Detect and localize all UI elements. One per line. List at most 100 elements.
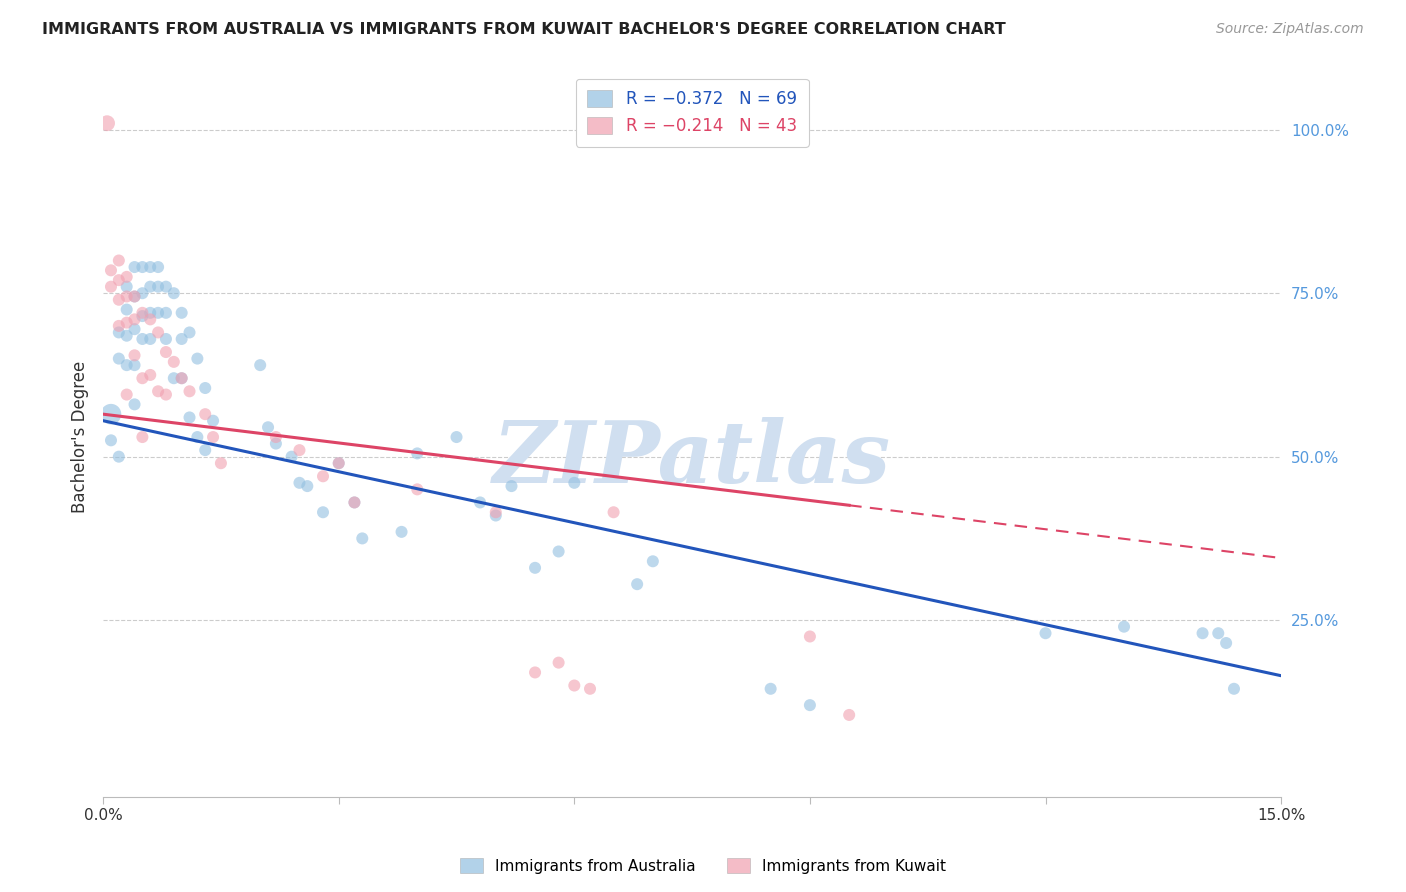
Text: IMMIGRANTS FROM AUSTRALIA VS IMMIGRANTS FROM KUWAIT BACHELOR'S DEGREE CORRELATIO: IMMIGRANTS FROM AUSTRALIA VS IMMIGRANTS … [42, 22, 1005, 37]
Point [202, 414, 225, 428]
Point [139, 332, 162, 346]
Point [146, 279, 169, 293]
Point [406, 446, 429, 460]
Point [288, 443, 311, 458]
Point [562, 475, 585, 490]
Point [328, 456, 350, 470]
Point [468, 495, 491, 509]
Point [131, 371, 153, 385]
Point [115, 387, 138, 401]
Point [1206, 626, 1229, 640]
Point [139, 312, 162, 326]
Point [124, 289, 146, 303]
Text: ZIPatlas: ZIPatlas [494, 417, 891, 500]
Point [139, 279, 162, 293]
Point [155, 345, 177, 359]
Point [280, 450, 302, 464]
Point [108, 253, 131, 268]
Point [186, 351, 208, 366]
Point [179, 384, 201, 399]
Point [124, 289, 146, 303]
Point [100, 263, 122, 277]
Point [838, 708, 860, 723]
Point [124, 397, 146, 411]
Point [485, 508, 508, 523]
Point [115, 316, 138, 330]
Point [131, 309, 153, 323]
Point [297, 479, 319, 493]
Point [131, 260, 153, 274]
Point [1112, 620, 1135, 634]
Legend: R = −0.372   N = 69, R = −0.214   N = 43: R = −0.372 N = 69, R = −0.214 N = 43 [575, 78, 808, 146]
Point [139, 306, 162, 320]
Point [343, 495, 366, 509]
Point [155, 306, 177, 320]
Point [328, 456, 350, 470]
Point [249, 358, 271, 372]
Point [108, 450, 131, 464]
Point [155, 279, 177, 293]
Point [391, 524, 413, 539]
Point [1215, 636, 1237, 650]
Point [641, 554, 664, 568]
Point [288, 475, 311, 490]
Point [131, 430, 153, 444]
Point [501, 479, 523, 493]
Point [186, 430, 208, 444]
Point [139, 368, 162, 382]
Point [115, 269, 138, 284]
Point [108, 273, 131, 287]
Point [108, 326, 131, 340]
Point [446, 430, 468, 444]
Point [100, 279, 122, 293]
Point [312, 469, 335, 483]
Point [194, 381, 217, 395]
Point [264, 430, 287, 444]
Point [146, 260, 169, 274]
Point [131, 306, 153, 320]
Point [194, 407, 217, 421]
Point [547, 544, 569, 558]
Point [485, 505, 508, 519]
Point [108, 318, 131, 333]
Point [163, 286, 186, 301]
Point [124, 312, 146, 326]
Point [406, 483, 429, 497]
Point [115, 289, 138, 303]
Point [209, 456, 232, 470]
Point [108, 351, 131, 366]
Point [352, 532, 374, 546]
Point [257, 420, 280, 434]
Point [170, 371, 193, 385]
Legend: Immigrants from Australia, Immigrants from Kuwait: Immigrants from Australia, Immigrants fr… [454, 852, 952, 880]
Point [799, 630, 821, 644]
Point [179, 410, 201, 425]
Point [343, 495, 366, 509]
Point [626, 577, 648, 591]
Point [124, 322, 146, 336]
Point [194, 443, 217, 458]
Point [1035, 626, 1057, 640]
Point [170, 371, 193, 385]
Point [170, 332, 193, 346]
Point [124, 348, 146, 362]
Point [170, 306, 193, 320]
Point [124, 260, 146, 274]
Point [524, 665, 547, 680]
Point [146, 326, 169, 340]
Point [759, 681, 782, 696]
Point [799, 698, 821, 713]
Point [131, 332, 153, 346]
Point [312, 505, 335, 519]
Point [1191, 626, 1213, 640]
Point [100, 434, 122, 448]
Point [115, 302, 138, 317]
Point [100, 407, 122, 421]
Point [131, 286, 153, 301]
Point [155, 387, 177, 401]
Y-axis label: Bachelor's Degree: Bachelor's Degree [72, 361, 89, 513]
Point [547, 656, 569, 670]
Point [602, 505, 624, 519]
Point [115, 328, 138, 343]
Point [1223, 681, 1246, 696]
